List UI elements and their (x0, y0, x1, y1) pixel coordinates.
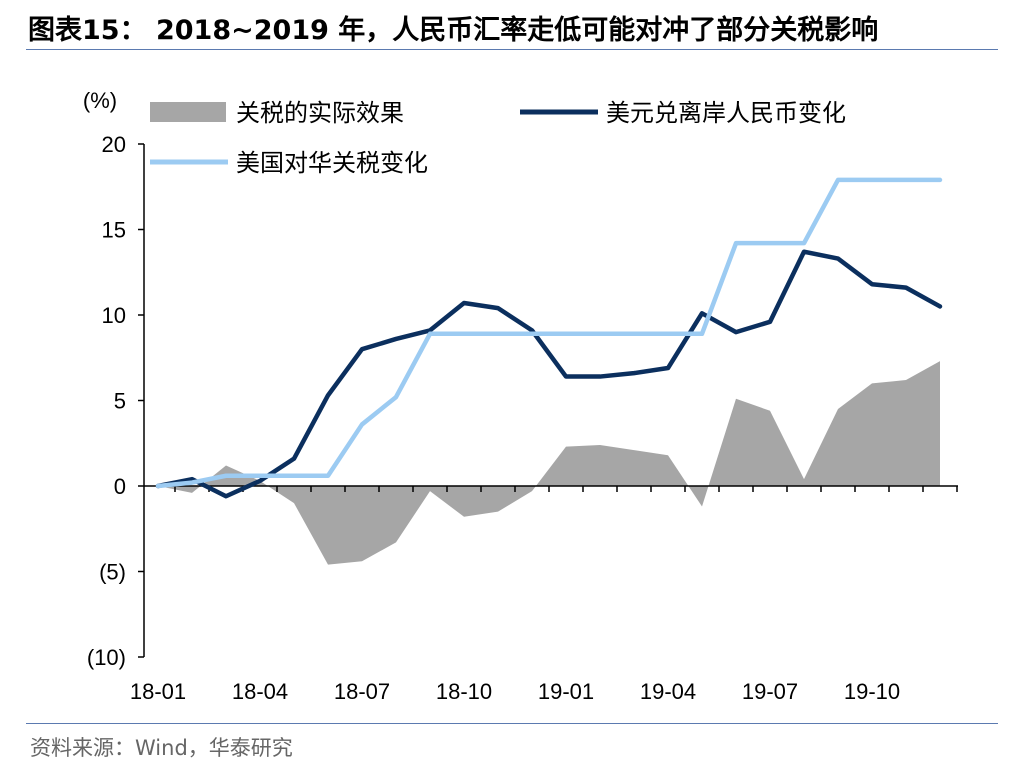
unit-label: (%) (83, 88, 117, 113)
x-tick-label: 19-10 (844, 679, 900, 704)
area-layer (158, 361, 940, 565)
x-tick-label: 18-01 (130, 679, 186, 704)
x-tick-label: 18-10 (436, 679, 492, 704)
y-tick-label: 0 (114, 474, 126, 499)
title-divider (26, 49, 998, 50)
x-tick-label: 19-01 (538, 679, 594, 704)
line-series-usd-cnh (155, 249, 943, 499)
y-tick-label: 15 (102, 218, 126, 243)
line-series-us-tariff (155, 177, 943, 489)
y-tick-label: 5 (114, 389, 126, 414)
line-layer (155, 177, 943, 499)
area-series-tariff-effect (158, 361, 940, 565)
legend-label: 美元兑离岸人民币变化 (606, 100, 846, 127)
legend-swatch-area (150, 102, 226, 122)
y-tick-label: (10) (87, 645, 126, 670)
label-layer: 20 15 10 5 0 (5) (10)18-01 18-04 18-07 18-10 19-01… (83, 88, 900, 704)
x-tick-label: 18-07 (334, 679, 390, 704)
legend-label: 美国对华关税变化 (236, 150, 428, 177)
y-tick-label: 10 (102, 303, 126, 328)
legend-label: 关税的实际效果 (236, 100, 404, 127)
x-tick-label: 18-04 (232, 679, 288, 704)
axes-layer (138, 143, 958, 658)
chart-title: 图表15： 2018~2019 年，人民币汇率走低可能对冲了部分关税影响 (28, 15, 879, 46)
source-note: 资料来源：Wind，华泰研究 (30, 736, 293, 760)
footer-divider (26, 723, 998, 724)
x-tick-label: 19-07 (742, 679, 798, 704)
x-tick-label: 19-04 (640, 679, 696, 704)
y-tick-label: 20 (102, 132, 126, 157)
y-tick-label: (5) (99, 560, 126, 585)
